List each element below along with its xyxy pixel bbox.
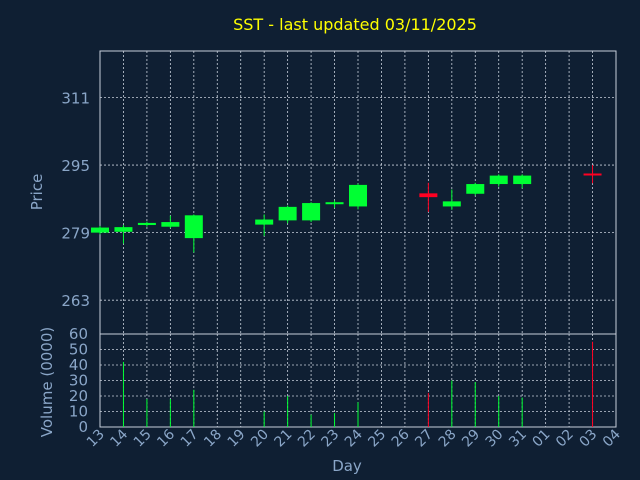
day-tick-label: 26 (389, 426, 413, 450)
price-axis-label: Price (28, 174, 46, 211)
candle-body (302, 203, 321, 221)
volume-tick-label: 50 (69, 341, 88, 359)
day-tick-label: 27 (412, 427, 436, 451)
day-tick-label: 23 (318, 427, 342, 451)
price-panel: 263 279 295 311 (61, 50, 617, 335)
day-tick-label: 28 (436, 427, 460, 451)
day-tick-label: 25 (365, 427, 389, 451)
day-tick-label: 04 (600, 426, 624, 450)
volume-tick-label: 40 (69, 356, 88, 374)
day-tick-label: 29 (459, 427, 483, 451)
day-tick-label: 30 (483, 427, 507, 451)
candle-body (114, 227, 133, 232)
candle-body (583, 173, 602, 176)
candle-body (325, 202, 344, 205)
candle-body (255, 219, 274, 225)
candle-body (419, 193, 438, 198)
candle-body (466, 184, 485, 194)
price-tick-label: 279 (61, 225, 90, 243)
candle-body (442, 201, 461, 207)
volume-tick-label: 30 (69, 372, 88, 390)
day-tick-label: 03 (576, 427, 600, 451)
day-tick-label: 17 (178, 427, 202, 451)
candle-body (513, 175, 532, 185)
volume-axis-label: Volume (0000) (38, 327, 56, 437)
price-tick-label: 295 (61, 157, 90, 175)
day-tick-label: 18 (201, 427, 225, 451)
day-tick-label: 16 (154, 426, 178, 450)
day-tick-label: 21 (272, 427, 296, 451)
candle-body (137, 222, 156, 226)
day-tick-label: 31 (506, 427, 530, 451)
price-tick-label: 311 (61, 89, 90, 107)
day-tick-label: 15 (131, 427, 155, 451)
day-tick-label: 19 (225, 427, 249, 451)
candle-body (349, 184, 367, 207)
volume-tick-label: 0 (78, 418, 88, 436)
candle-body (161, 222, 180, 227)
price-tick-label: 263 (61, 292, 90, 310)
candle-body (489, 175, 508, 185)
candle-body (91, 227, 109, 233)
day-tick-label: 14 (107, 426, 131, 450)
volume-tick-label: 20 (69, 387, 88, 405)
candle-body (278, 206, 297, 221)
day-tick-label: 24 (342, 426, 366, 450)
day-axis-label: Day (332, 457, 362, 475)
candle-body (184, 215, 203, 239)
day-tick-label: 02 (553, 427, 577, 451)
day-tick-label: 20 (248, 427, 272, 451)
day-tick-label: 22 (295, 427, 319, 451)
chart-title: SST - last updated 03/11/2025 (233, 15, 477, 34)
day-tick-label: 01 (530, 427, 554, 451)
volume-tick-label: 10 (69, 403, 88, 421)
volume-tick-label: 60 (69, 325, 88, 343)
